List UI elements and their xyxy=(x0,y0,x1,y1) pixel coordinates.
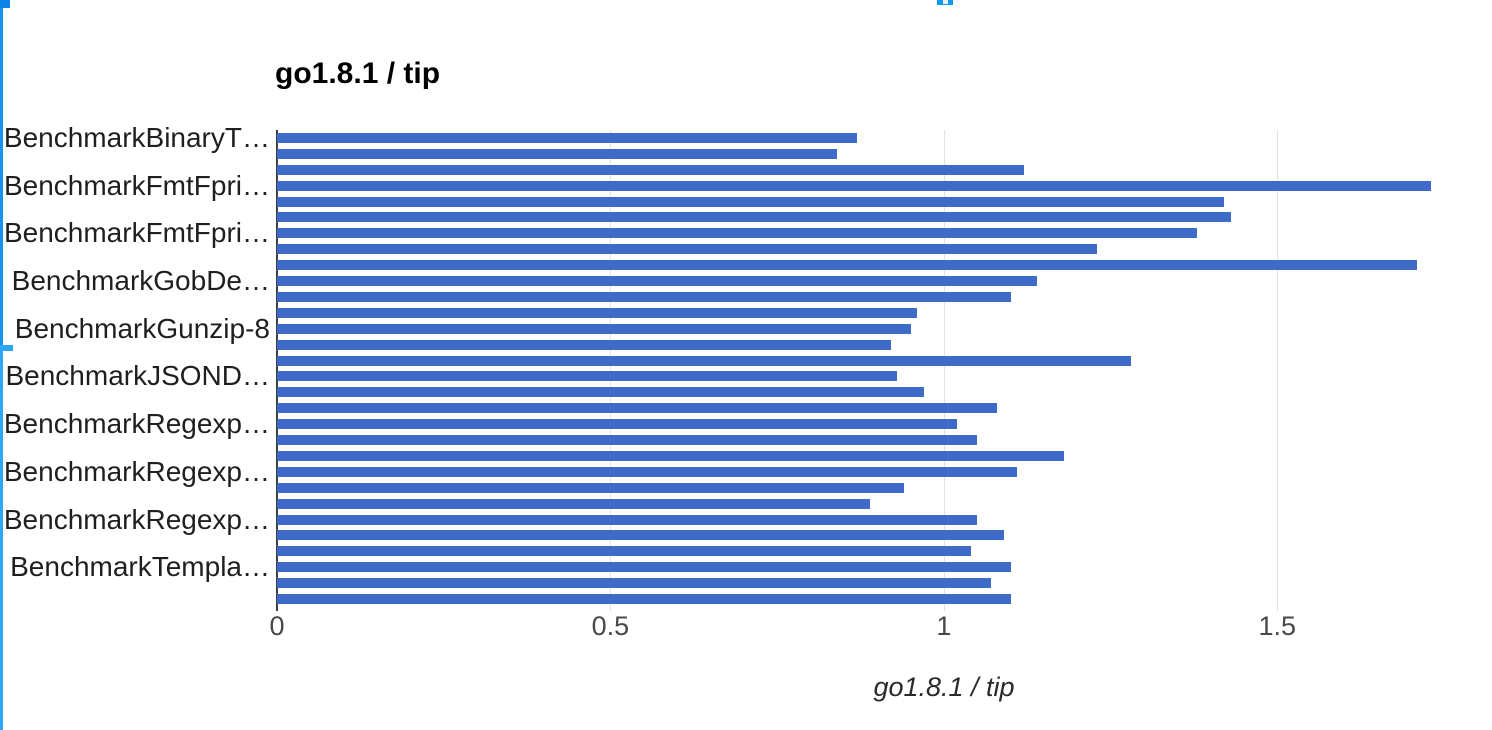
bar-row xyxy=(277,432,1492,448)
bar-row xyxy=(277,384,1492,400)
bar-row xyxy=(277,496,1492,512)
bar-row xyxy=(277,543,1492,559)
benchmark-bar[interactable] xyxy=(277,212,1231,223)
x-tick-label: 0.5 xyxy=(591,611,630,641)
bar-row xyxy=(277,210,1492,226)
bar-row xyxy=(277,448,1492,464)
benchmark-bar[interactable] xyxy=(277,228,1198,239)
gridline xyxy=(610,130,612,611)
benchmark-bar[interactable] xyxy=(277,562,1011,573)
benchmark-bar[interactable] xyxy=(277,355,1131,366)
benchmark-bar[interactable] xyxy=(277,323,911,334)
benchmark-bar[interactable] xyxy=(277,260,1418,271)
corner-clipped-element xyxy=(0,0,10,8)
left-edge-clipped-bar-bottom xyxy=(0,351,3,730)
benchmark-bar[interactable] xyxy=(277,291,1011,302)
gridline xyxy=(1277,130,1279,611)
bar-row: BenchmarkGunzip-8 xyxy=(15,313,1492,344)
benchmark-bar[interactable] xyxy=(277,435,978,446)
y-axis-label: BenchmarkGobDe… xyxy=(11,265,270,297)
bar-row: BenchmarkJSOND… xyxy=(5,360,1492,391)
top-clipped-marker-inner xyxy=(943,0,948,4)
bar-row: BenchmarkRegexp… xyxy=(4,408,1492,439)
bar-row xyxy=(277,337,1492,353)
x-axis-title: go1.8.1 / tip xyxy=(873,672,1015,702)
benchmark-bar[interactable] xyxy=(277,514,978,525)
x-axis-ticks: 0 0.5 1 1.5 xyxy=(269,611,1492,647)
y-axis-label: BenchmarkFmtFpri… xyxy=(3,169,270,201)
benchmark-bar[interactable] xyxy=(277,387,924,398)
benchmark-bar[interactable] xyxy=(277,339,891,350)
benchmark-bar[interactable] xyxy=(277,244,1098,255)
benchmark-bar[interactable] xyxy=(277,180,1431,191)
y-axis-label: BenchmarkJSOND… xyxy=(5,360,270,392)
y-axis-label: BenchmarkRegexp… xyxy=(3,455,270,487)
top-clipped-marker xyxy=(937,0,953,5)
bar-row xyxy=(277,400,1492,416)
bar-row: BenchmarkTempla… xyxy=(10,551,1492,582)
bar-row: BenchmarkFmtFpri… xyxy=(4,217,1492,248)
y-axis-label: BenchmarkRegexp… xyxy=(3,408,270,440)
benchmark-bar[interactable] xyxy=(277,546,971,557)
benchmark-bar[interactable] xyxy=(277,307,918,318)
benchmark-bar[interactable] xyxy=(277,419,958,430)
benchmark-bar[interactable] xyxy=(277,578,991,589)
x-tick-label: 0 xyxy=(269,611,285,641)
benchmark-bar[interactable] xyxy=(277,482,904,493)
benchmark-bar[interactable] xyxy=(277,196,1224,207)
benchmark-bar[interactable] xyxy=(277,164,1024,175)
bar-row xyxy=(277,575,1492,591)
y-axis-label: BenchmarkGunzip-8 xyxy=(14,312,270,344)
bar-row: BenchmarkBinaryT… xyxy=(4,122,1492,153)
benchmark-bar[interactable] xyxy=(277,466,1018,477)
y-axis-label: BenchmarkFmtFpri… xyxy=(3,217,270,249)
benchmark-bar[interactable] xyxy=(277,403,998,414)
bar-row: BenchmarkRegexp… xyxy=(4,504,1492,535)
benchmark-bar[interactable] xyxy=(277,450,1064,461)
bar-row: BenchmarkRegexp… xyxy=(4,456,1492,487)
left-edge-clipped-bar-top xyxy=(0,8,3,347)
benchmark-bar[interactable] xyxy=(277,371,898,382)
x-tick-label: 1 xyxy=(936,611,952,641)
gridline xyxy=(943,130,945,611)
y-axis-label: BenchmarkRegexp… xyxy=(3,503,270,535)
x-axis-baseline xyxy=(276,130,278,611)
bar-row xyxy=(277,241,1492,257)
benchmark-bar[interactable] xyxy=(277,276,1038,287)
benchmark-bar[interactable] xyxy=(277,594,1011,605)
bar-row xyxy=(277,194,1492,210)
y-axis-label: BenchmarkTempla… xyxy=(10,551,270,583)
y-axis-label: BenchmarkBinaryT… xyxy=(3,121,270,153)
benchmark-bar[interactable] xyxy=(277,498,871,509)
plot-area: BenchmarkBinaryT… BenchmarkFmtFpri… Benchm… xyxy=(4,122,1492,611)
bar-row: BenchmarkFmtFpri… xyxy=(4,170,1492,201)
bar-row: BenchmarkGobDe… xyxy=(12,265,1492,296)
bar-row xyxy=(277,528,1492,544)
benchmark-bar[interactable] xyxy=(277,148,838,159)
benchmark-bar[interactable] xyxy=(277,132,858,143)
bar-row xyxy=(277,289,1492,305)
benchmark-bar[interactable] xyxy=(277,530,1004,541)
bar-row xyxy=(277,353,1492,369)
bar-row xyxy=(277,305,1492,321)
chart-title: go1.8.1 / tip xyxy=(275,57,441,90)
bar-row xyxy=(277,591,1492,607)
bar-row xyxy=(277,257,1492,273)
x-tick-label: 1.5 xyxy=(1258,611,1297,641)
bar-row xyxy=(277,480,1492,496)
bar-row xyxy=(277,162,1492,178)
left-edge-clipped-notch xyxy=(0,345,13,351)
bar-row xyxy=(277,146,1492,162)
